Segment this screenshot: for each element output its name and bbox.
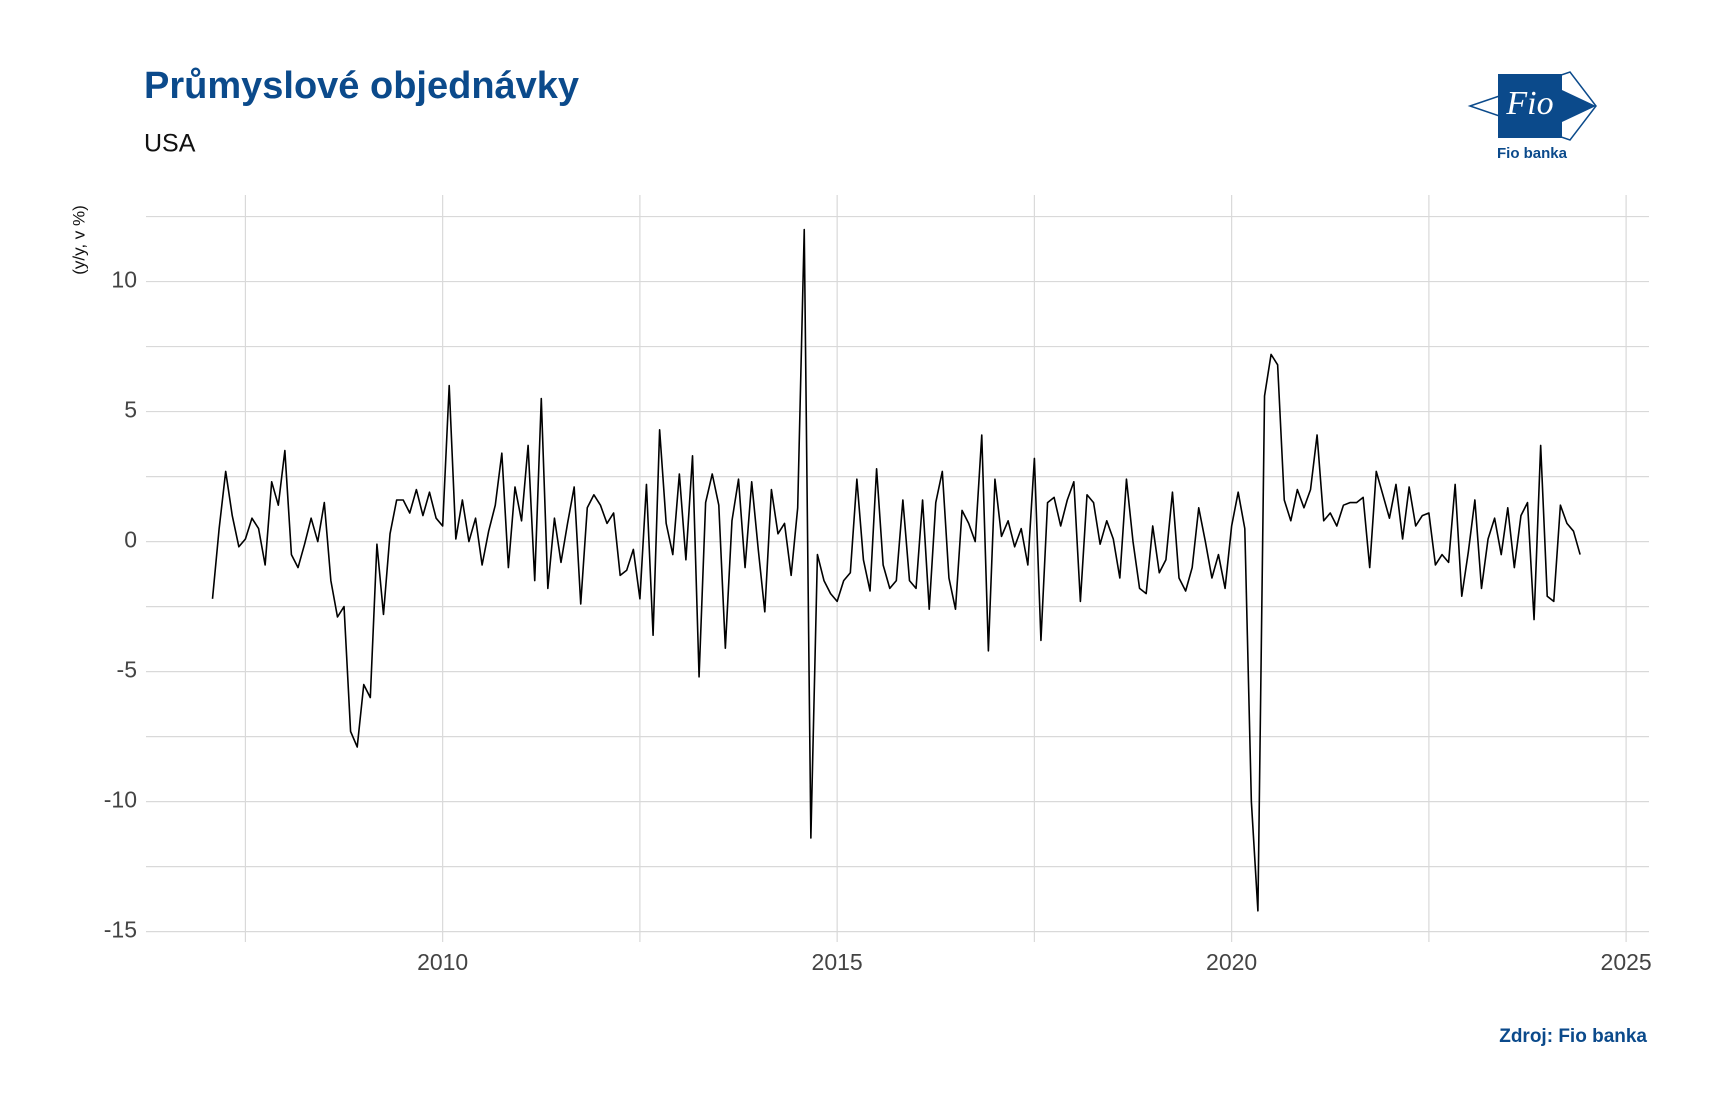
y-tick-label: -10: [104, 787, 137, 813]
source: Zdroj: Fio banka: [1499, 1026, 1647, 1047]
y-tick-label: 0: [124, 527, 137, 553]
x-tick-label: 2025: [1601, 949, 1652, 975]
y-tick-label: 5: [124, 397, 137, 423]
logo: Fio Fio banka: [1467, 71, 1597, 162]
logo-flag: [1562, 90, 1596, 122]
y-tick-label: -5: [117, 657, 137, 683]
logo-name: Fio banka: [1497, 145, 1568, 162]
y-axis-label: (y/y, v %): [69, 205, 88, 275]
x-tick-label: 2010: [417, 949, 468, 975]
chart-title: Průmyslové objednávky: [144, 65, 579, 107]
logo-square: [1498, 74, 1562, 138]
x-tick-label: 2015: [812, 949, 863, 975]
x-tick-label: 2020: [1206, 949, 1257, 975]
y-tick-label: -15: [104, 917, 137, 943]
data-line: [211, 228, 1581, 912]
y-tick-label: 10: [111, 267, 137, 293]
chart-subtitle: USA: [144, 130, 196, 158]
logo-mark: Fio: [1505, 85, 1553, 122]
